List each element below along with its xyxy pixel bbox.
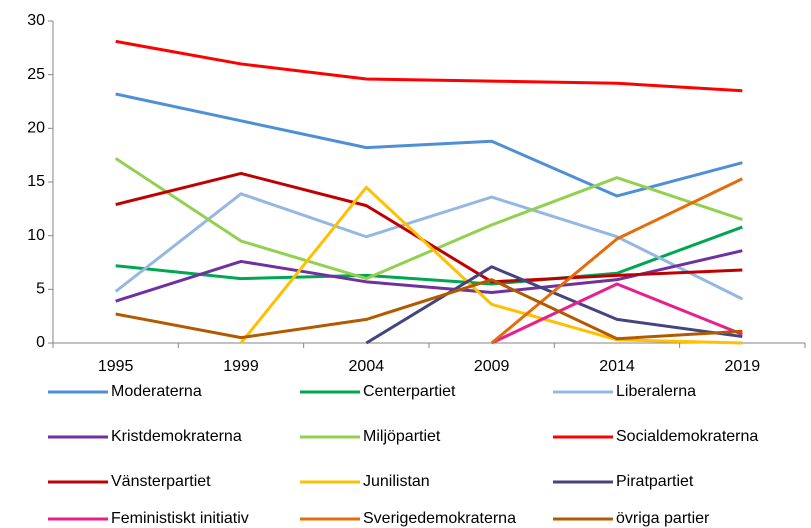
x-tick-label: 1995 <box>98 358 134 375</box>
series-line <box>115 171 743 284</box>
y-tick-label: 5 <box>36 281 45 298</box>
series-line <box>491 282 743 345</box>
x-tick-label: 2009 <box>474 358 510 375</box>
series-line <box>490 177 743 345</box>
x-tick-label: 2014 <box>599 358 635 375</box>
series-line <box>115 278 743 341</box>
series-line <box>115 225 743 286</box>
y-tick-label: 15 <box>27 173 45 190</box>
legend-label: Junilistan <box>363 473 430 490</box>
y-tick-label: 25 <box>27 66 45 83</box>
series-line <box>239 185 743 345</box>
legend-label: Piratpartiet <box>616 473 694 490</box>
legend-label: Centerpartiet <box>363 383 456 400</box>
y-tick-label: 10 <box>27 227 45 244</box>
y-tick-label: 0 <box>36 334 45 351</box>
series-line <box>114 157 743 281</box>
legend-label: Feministiskt initiativ <box>111 510 249 527</box>
legend-label: Moderaterna <box>111 383 202 400</box>
series-line <box>365 265 743 345</box>
y-tick-label: 20 <box>27 120 45 137</box>
y-tick-label: 30 <box>27 12 45 29</box>
legend-label: Socialdemokraterna <box>616 428 758 445</box>
series-line <box>115 92 743 198</box>
x-tick-label: 2019 <box>725 358 761 375</box>
legend-label: Miljöpartiet <box>363 428 441 445</box>
legend-label: Kristdemokraterna <box>111 428 242 445</box>
legend-label: övriga partier <box>616 510 710 527</box>
x-tick-label: 2004 <box>349 358 385 375</box>
series-line <box>115 39 743 93</box>
series-line <box>114 192 744 301</box>
legend-label: Vänsterpartiet <box>111 473 211 490</box>
legend-label: Sverigedemokraterna <box>363 510 516 527</box>
x-tick-label: 1999 <box>223 358 259 375</box>
legend-label: Liberalerna <box>616 383 696 400</box>
